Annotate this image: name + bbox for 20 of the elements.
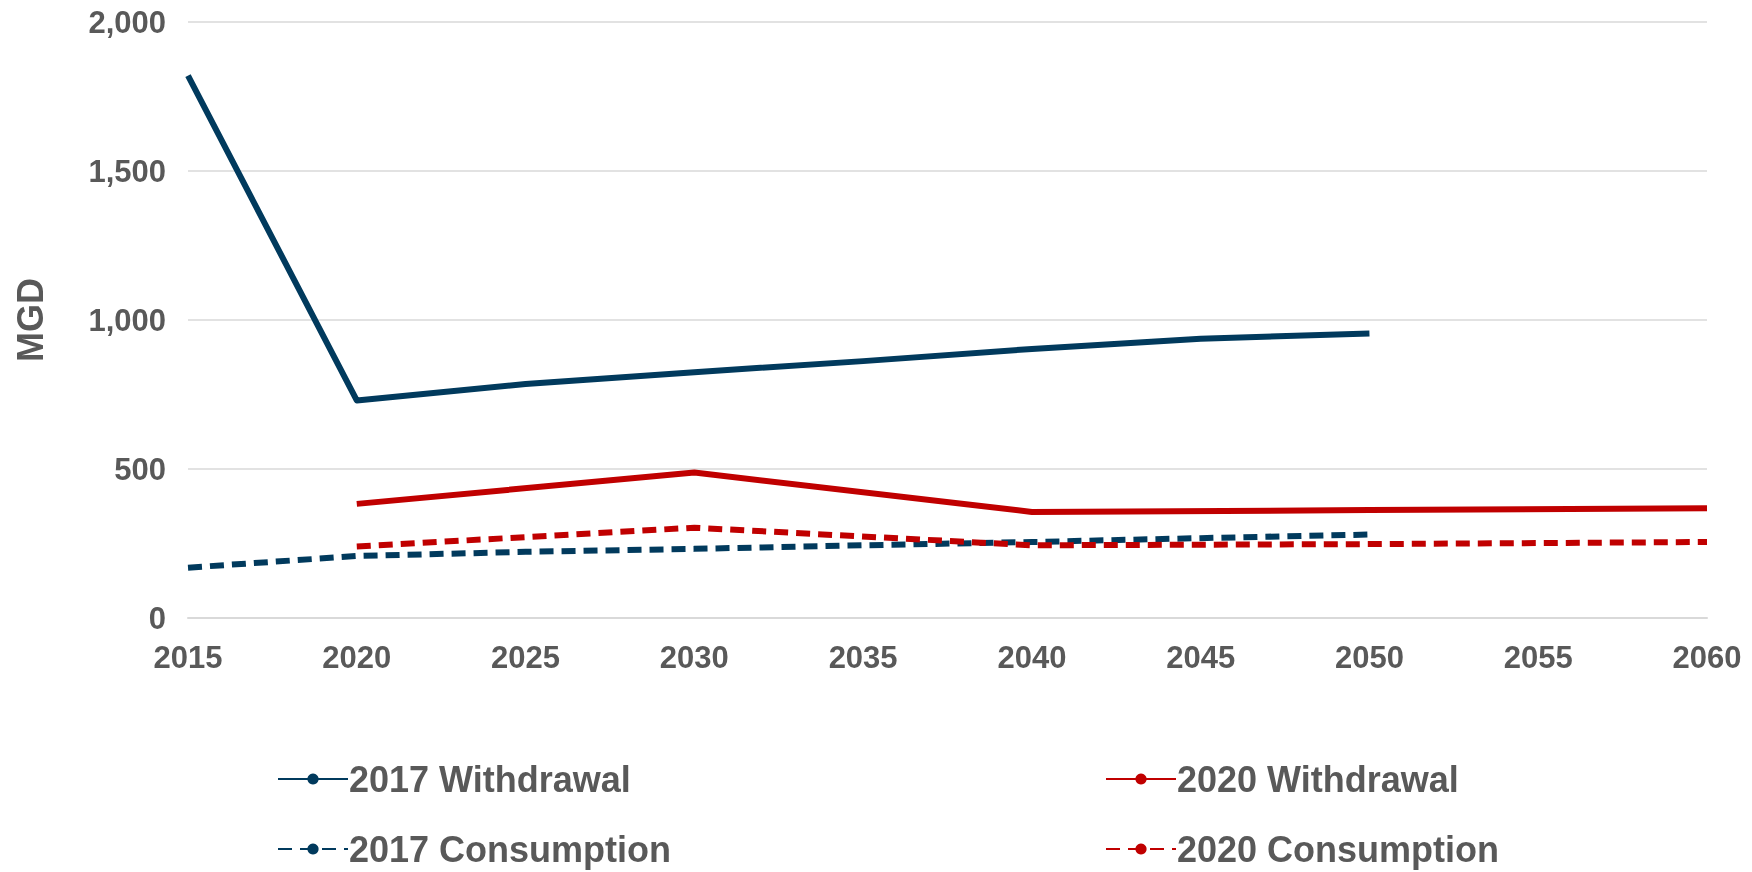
legend-label: 2020 Consumption	[1177, 828, 1500, 870]
y-tick-label: 1,500	[88, 153, 166, 189]
legend-label: 2017 Withdrawal	[349, 758, 631, 800]
y-axis-title: MGD	[9, 278, 51, 362]
x-tick-label: 2030	[659, 640, 729, 675]
x-tick-label: 2025	[491, 640, 561, 675]
x-tick-label: 2015	[153, 640, 223, 675]
y-tick-label: 1,000	[88, 302, 166, 338]
y-tick-label: 2,000	[88, 4, 166, 40]
x-tick-label: 2055	[1503, 640, 1573, 675]
legend-label: 2020 Withdrawal	[1177, 758, 1459, 800]
x-tick-label: 2050	[1334, 640, 1404, 675]
x-tick-label: 2035	[828, 640, 898, 675]
x-tick-label: 2060	[1672, 640, 1742, 675]
y-tick-label: 500	[114, 451, 166, 487]
legend-label: 2017 Consumption	[349, 828, 672, 870]
x-tick-label: 2045	[1166, 640, 1236, 675]
x-tick-label: 2020	[322, 640, 392, 675]
y-tick-label: 0	[148, 600, 166, 636]
x-tick-label: 2040	[997, 640, 1067, 675]
